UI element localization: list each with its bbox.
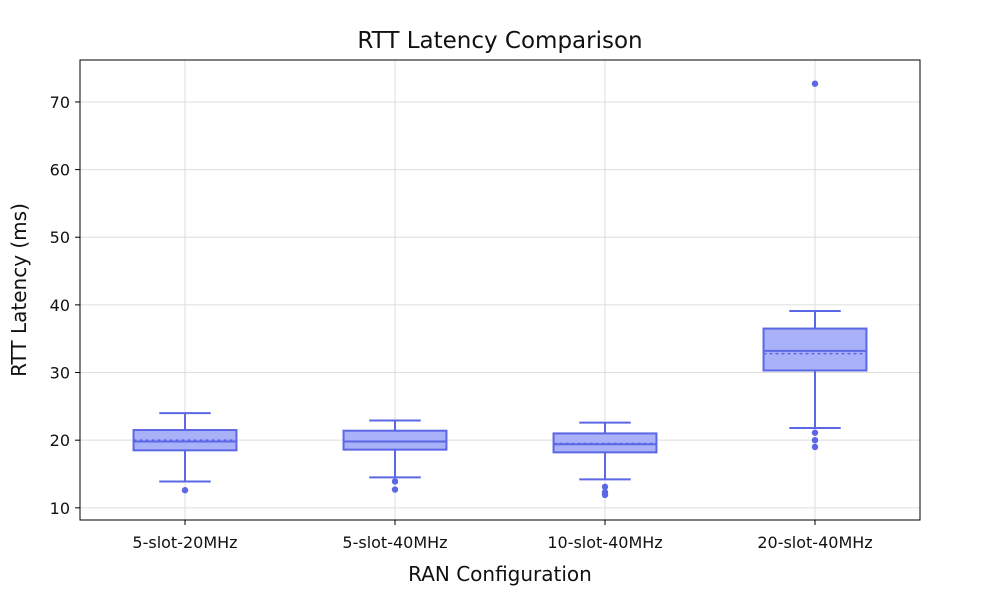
y-tick-label: 10 [50,499,70,518]
y-tick-label: 70 [50,93,70,112]
outlier-point [811,443,819,451]
box-5-slot-40MHz [342,419,448,493]
y-tick-label: 50 [50,228,70,247]
y-tick-label: 60 [50,161,70,180]
x-tick-label: 20-slot-40MHz [757,533,872,552]
iqr-box [762,327,868,372]
iqr-box [342,429,448,451]
y-tick-label: 30 [50,364,70,383]
x-tick-label: 10-slot-40MHz [547,533,662,552]
x-tick-label: 5-slot-40MHz [342,533,447,552]
y-axis-label: RTT Latency (ms) [7,203,31,377]
plot-area-frame [79,59,921,521]
outlier-point [181,487,189,494]
x-axis-label: RAN Configuration [408,562,592,586]
box-10-slot-40MHz [552,421,658,499]
outlier-point [391,486,399,493]
x-tick-label: 5-slot-20MHz [132,533,237,552]
outlier-point [391,478,399,485]
y-tick-label: 40 [50,296,70,315]
outlier-point [601,483,609,491]
chart-title: RTT Latency Comparison [357,28,642,54]
y-tick-label: 20 [50,431,70,450]
box-layer [132,80,868,499]
outlier-point [811,436,819,444]
box-20-slot-40MHz [762,80,868,451]
outlier-point [601,491,609,499]
box-5-slot-20MHz [132,412,238,494]
iqr-box [552,432,658,454]
tick-layer: 10 20 30 40 50 60 70 5-slot-20MHz 5-slot-40MHz 10… [50,93,873,552]
outlier-point [811,429,819,436]
outlier-point [811,80,819,87]
iqr-box [132,429,238,452]
